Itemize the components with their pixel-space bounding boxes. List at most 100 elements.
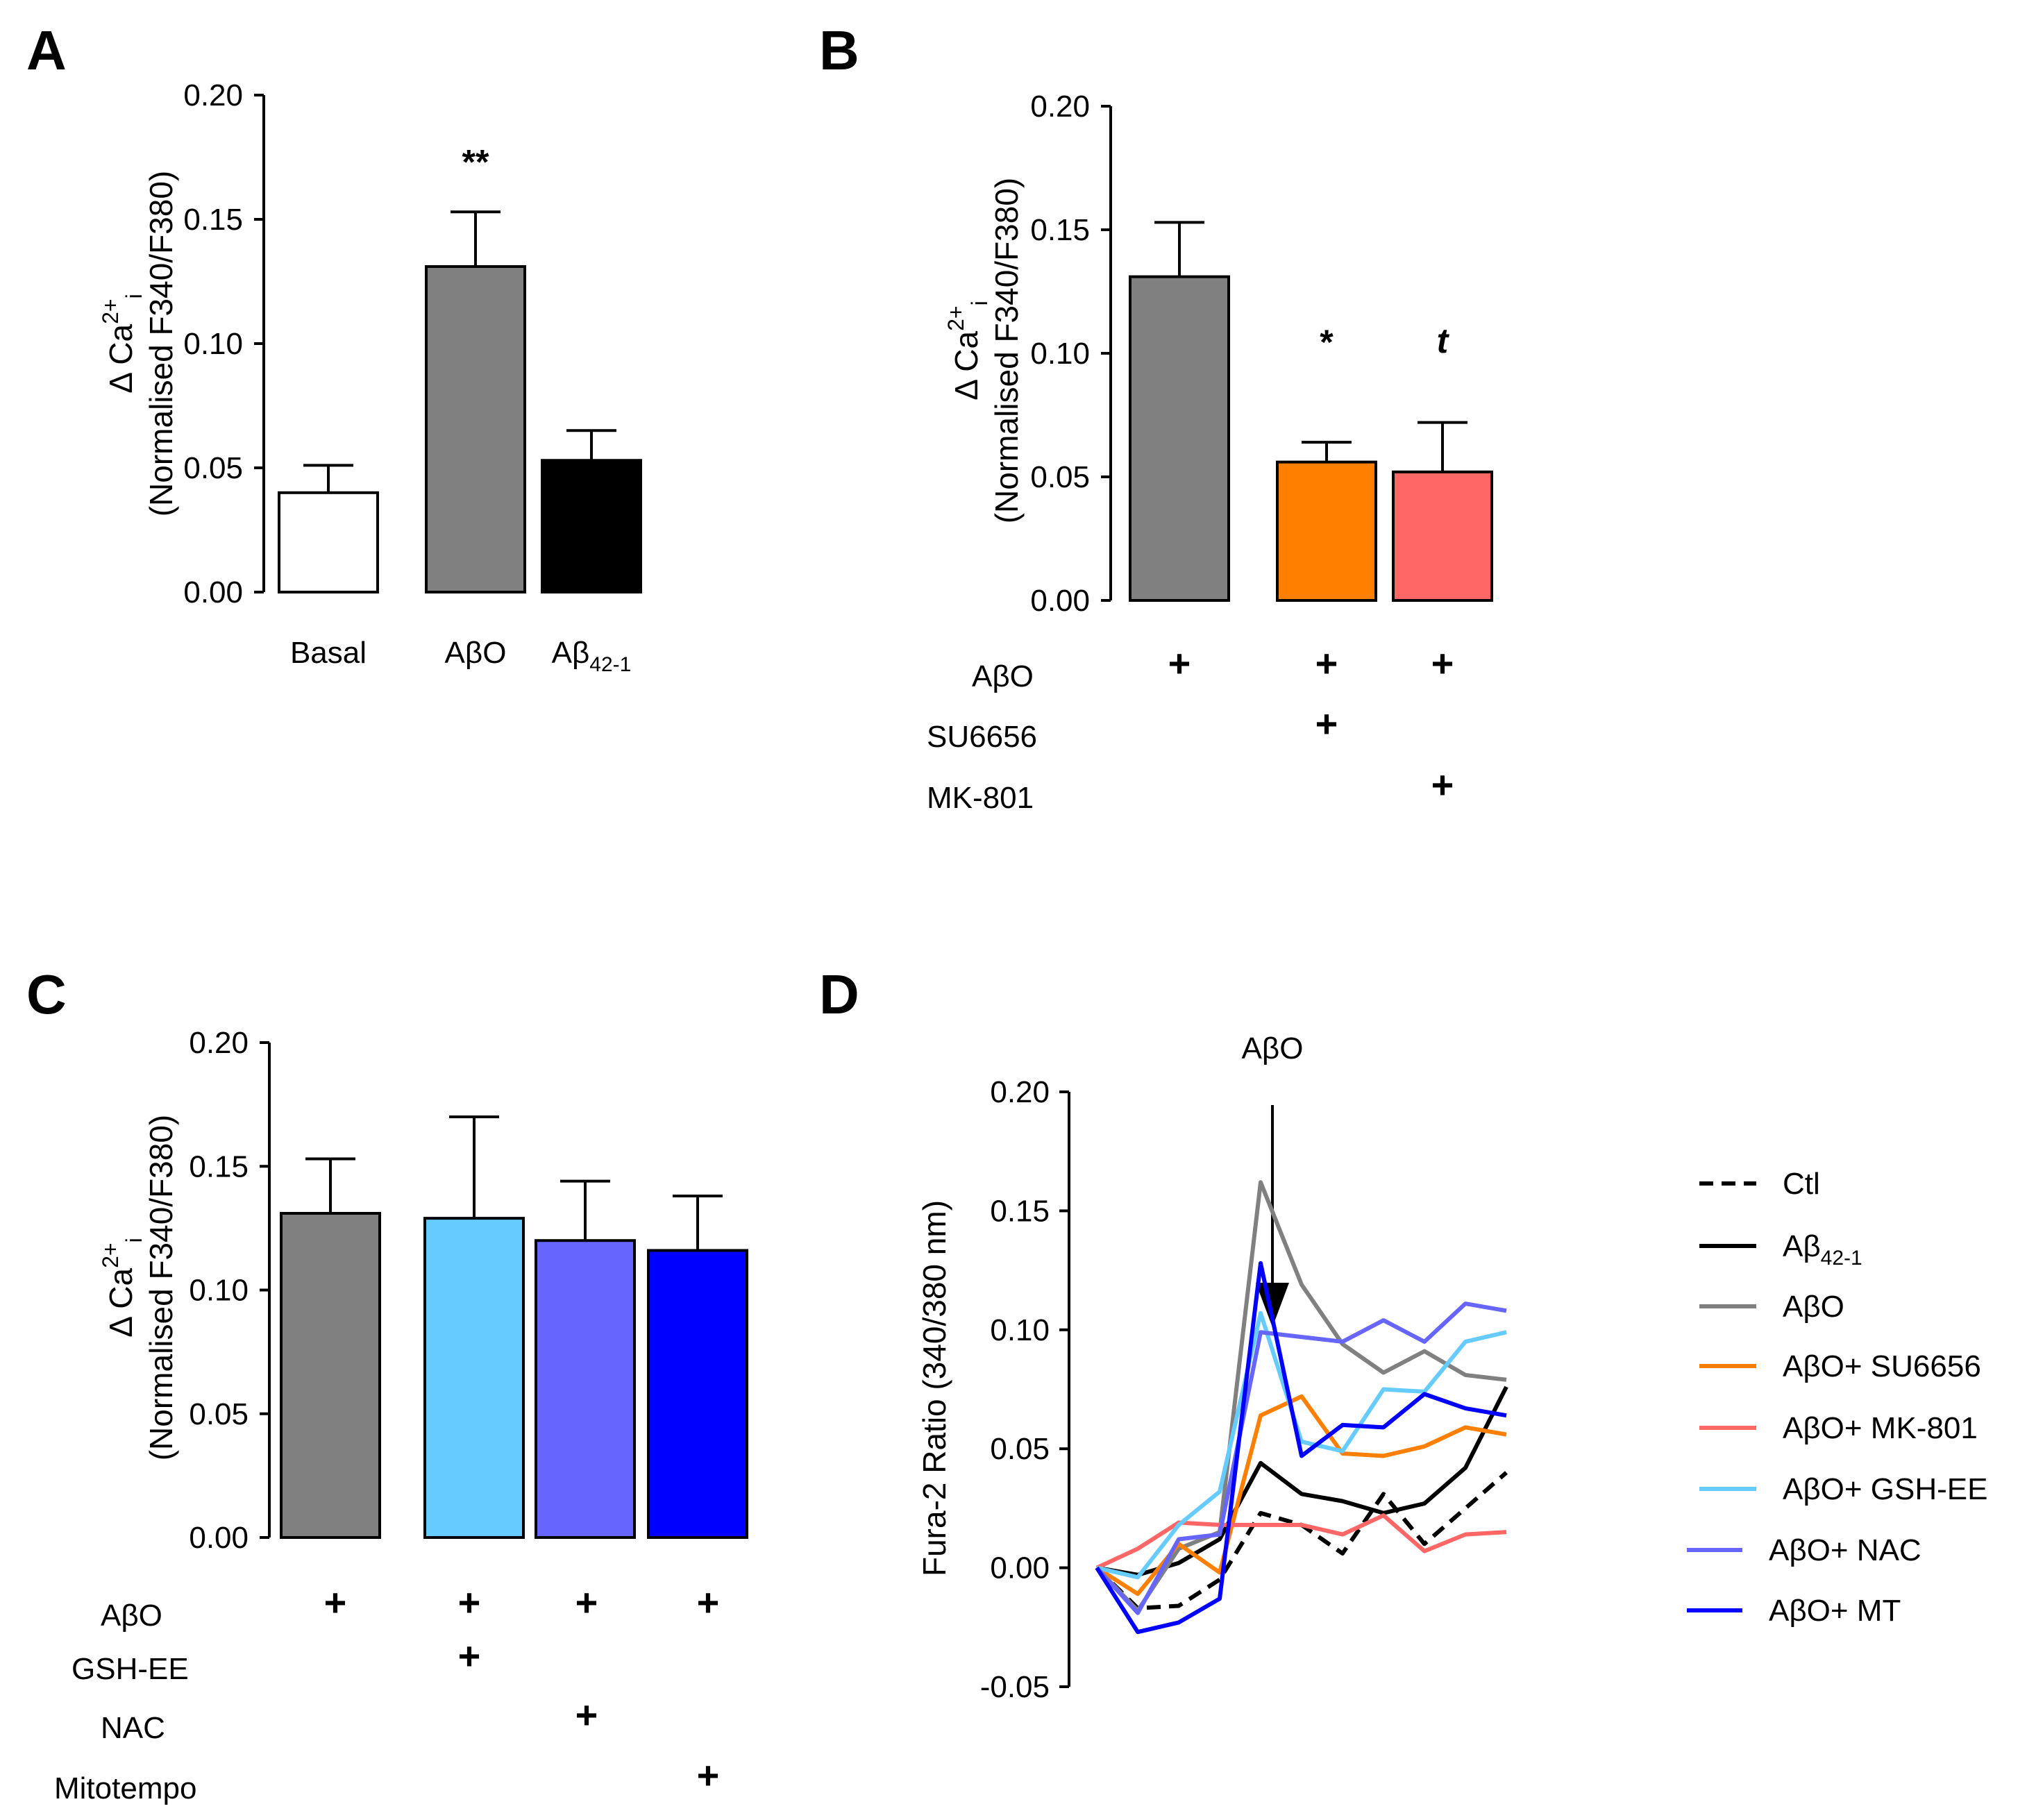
- panel-d: -0.05 0.00 0.05 0.10 0.15 0.20 Fura-2 Ratio (3…: [916, 1031, 1988, 1704]
- y-tick-label: 0.10: [189, 1274, 249, 1308]
- x-category-subscript: 42-1: [589, 653, 631, 676]
- condition-label: Mitotempo: [54, 1771, 196, 1805]
- legend-label-text: AβO+ GSH-EE: [1783, 1472, 1988, 1506]
- y-tick-label: 0.20: [990, 1075, 1050, 1109]
- x-category-text: Aβ: [445, 636, 483, 670]
- y-tick-label: 0.15: [1030, 213, 1090, 247]
- significance-annotation: *: [1320, 323, 1334, 362]
- legend-label-text: AβO+ MT: [1769, 1594, 1901, 1628]
- legend-label-text: AβO+ NAC: [1769, 1533, 1921, 1567]
- condition-label: NAC: [101, 1711, 165, 1745]
- y-axis-label-line2: (Normalised F340/F380): [143, 171, 179, 517]
- legend-label: AβO+ GSH-EE: [1783, 1472, 1988, 1506]
- condition-label: GSH-EE: [72, 1652, 189, 1686]
- legend-label-text: AβO: [1783, 1290, 1844, 1324]
- arrow-label: AβO: [1242, 1031, 1304, 1065]
- bar-1: [1129, 275, 1230, 602]
- y-axis-label-text: Δ Ca: [948, 330, 984, 400]
- x-category-label: AβO: [445, 636, 507, 670]
- y-axis-label: Fura-2 Ratio (340/380 nm): [916, 1200, 952, 1576]
- y-tick-label: 0.05: [990, 1432, 1050, 1466]
- condition-mark: +: [575, 1581, 598, 1624]
- x-category-text: Aβ: [552, 636, 590, 670]
- bar-3: [535, 1239, 636, 1539]
- condition-mark: +: [458, 1581, 481, 1624]
- bar-2: [425, 265, 526, 593]
- y-tick-label: 0.00: [990, 1551, 1050, 1585]
- y-tick-label: 0.00: [189, 1521, 249, 1555]
- y-tick-label: 0.20: [183, 78, 243, 112]
- legend-label: AβO+ MK-801: [1783, 1411, 1978, 1445]
- condition-mark: +: [1168, 641, 1191, 685]
- bar-1: [278, 491, 379, 593]
- legend-label-text: Ctl: [1783, 1167, 1820, 1201]
- condition-mark: +: [697, 1581, 720, 1624]
- bar-3: [541, 459, 642, 594]
- series-line-5: [1095, 1513, 1507, 1570]
- bar-4: [647, 1249, 748, 1539]
- y-tick-label: 0.10: [990, 1313, 1050, 1347]
- condition-mark: +: [458, 1634, 481, 1678]
- panel-letter-c: C: [26, 963, 67, 1025]
- legend-label: AβO+ MT: [1769, 1594, 1901, 1628]
- y-axis-label: Δ Ca2+i(Normalised F340/F380): [98, 1115, 179, 1461]
- y-axis-label-line1: Δ Ca2+i: [98, 1238, 146, 1337]
- condition-mark: +: [1315, 641, 1338, 685]
- y-axis-label-superscript: 2+: [98, 298, 123, 323]
- x-category-label: Aβ42-1: [552, 636, 632, 676]
- arrow-head: [1256, 1283, 1289, 1327]
- y-axis-label-line1: Δ Ca2+i: [98, 294, 146, 393]
- y-tick-label: 0.00: [1030, 584, 1090, 618]
- condition-mark: +: [1431, 763, 1454, 807]
- y-axis-label: Δ Ca2+i(Normalised F340/F380): [943, 178, 1025, 524]
- legend-label-text: AβO+ MK-801: [1783, 1411, 1978, 1445]
- y-axis-label-subscript: i: [121, 1238, 146, 1242]
- legend-label: AβO+ NAC: [1769, 1533, 1921, 1567]
- y-axis-label-text: Δ Ca: [103, 323, 139, 393]
- panel-letter-a: A: [26, 19, 67, 81]
- y-axis-label-subscript: i: [121, 294, 146, 298]
- condition-mark: +: [324, 1581, 347, 1624]
- condition-label: AβO: [972, 659, 1034, 693]
- condition-mark: +: [1431, 641, 1454, 685]
- panel-a: 0.00 0.05 0.10 0.15 0.20 Δ Ca2+i(Normalised F…: [98, 78, 642, 676]
- condition-mark: +: [575, 1693, 598, 1737]
- x-category-tail: O: [482, 636, 506, 670]
- y-tick-label: 0.15: [189, 1149, 249, 1183]
- bar-3: [1392, 470, 1493, 602]
- series-line-7: [1095, 1301, 1507, 1615]
- y-tick-label: 0.00: [183, 575, 243, 609]
- condition-label: MK-801: [927, 781, 1034, 815]
- condition-mark: +: [1315, 702, 1338, 745]
- x-category-text: Basal: [290, 636, 367, 670]
- y-tick-label: 0.15: [990, 1194, 1050, 1228]
- series-line-2: [1096, 1385, 1508, 1577]
- y-axis-label-line1: Δ Ca2+i: [943, 301, 992, 400]
- y-tick-label: -0.05: [980, 1670, 1050, 1704]
- y-axis-label-superscript: 2+: [943, 305, 968, 330]
- legend-label-subscript: 42-1: [1821, 1247, 1862, 1270]
- series-line-8: [1095, 1261, 1507, 1635]
- y-axis-label-line2: (Normalised F340/F380): [143, 1115, 179, 1461]
- legend-label-text: AβO+ SU6656: [1783, 1349, 1981, 1383]
- panel-b: 0.00 0.05 0.10 0.15 0.20 Δ Ca2+i(Normalised F…: [927, 90, 1493, 815]
- y-tick-label: 0.15: [183, 203, 243, 237]
- y-tick-label: 0.20: [1030, 90, 1090, 124]
- panel-letter-b: B: [819, 19, 859, 81]
- panel-letter-d: D: [819, 963, 859, 1025]
- series-line-6: [1096, 1311, 1507, 1580]
- condition-mark: +: [697, 1753, 720, 1797]
- y-axis-label-superscript: 2+: [98, 1242, 123, 1267]
- y-tick-label: 0.10: [1030, 337, 1090, 371]
- bar-2: [423, 1217, 525, 1539]
- significance-annotation: **: [462, 142, 489, 181]
- legend-label: AβO: [1783, 1290, 1844, 1324]
- y-axis-label-text: Δ Ca: [103, 1267, 139, 1337]
- condition-label: AβO: [101, 1599, 162, 1633]
- y-tick-label: 0.05: [183, 451, 243, 485]
- trend-annotation: t: [1437, 321, 1450, 360]
- y-axis-label-text: Fura-2 Ratio (340/380 nm): [916, 1200, 952, 1576]
- y-tick-label: 0.20: [189, 1026, 249, 1060]
- legend-label: AβO+ SU6656: [1783, 1349, 1981, 1383]
